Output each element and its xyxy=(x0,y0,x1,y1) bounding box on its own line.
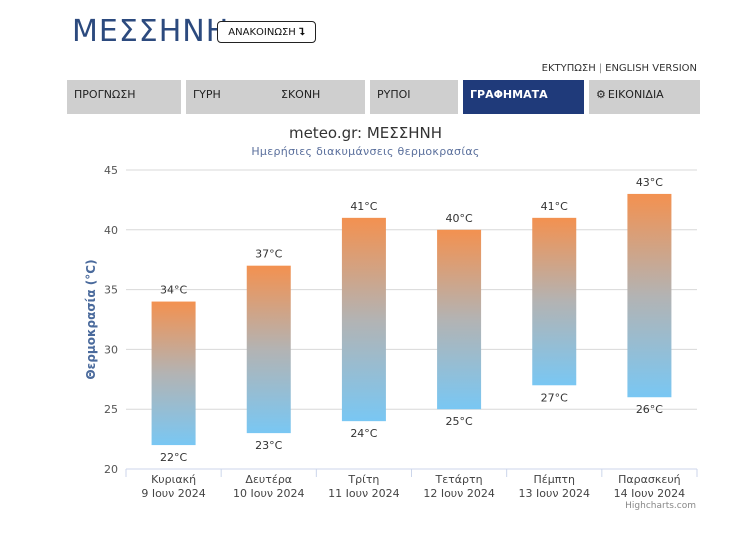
high-temp-label: 37°C xyxy=(255,248,282,261)
link-separator: | xyxy=(598,63,603,74)
tab-pollutants[interactable]: ΡΥΠΟΙ xyxy=(370,80,458,114)
gear-icon: ⚙ xyxy=(596,88,606,101)
y-tick-label: 20 xyxy=(104,463,118,476)
x-tick-label-date: 9 Ιουν 2024 xyxy=(141,487,205,500)
x-tick-label-day: Τρίτη xyxy=(347,473,379,486)
chart-subtitle: Ημερήσιες διακυμάνσεις θερμοκρασίας xyxy=(251,145,480,158)
x-tick-label-date: 14 Ιουν 2024 xyxy=(614,487,685,500)
y-tick-label: 40 xyxy=(104,224,118,237)
x-tick-label-date: 10 Ιουν 2024 xyxy=(233,487,304,500)
temperature-range-bar xyxy=(341,217,386,422)
y-axis-title: Θερμοκρασία (°C) xyxy=(84,259,98,379)
announcement-label: ΑΝΑΚΟΙΝΩΣΗ xyxy=(228,27,296,38)
y-tick-label: 35 xyxy=(104,284,118,297)
tab-dust[interactable]: ΣΚΟΝΗ xyxy=(274,80,365,114)
temperature-range-bar xyxy=(532,217,577,386)
low-temp-label: 24°C xyxy=(350,427,377,440)
x-tick-label-date: 12 Ιουν 2024 xyxy=(423,487,494,500)
low-temp-label: 23°C xyxy=(255,439,282,452)
x-tick-label-date: 13 Ιουν 2024 xyxy=(519,487,590,500)
high-temp-label: 34°C xyxy=(160,284,187,297)
chart-title: meteo.gr: ΜΕΣΣΗΝΗ xyxy=(288,124,443,142)
tab-label: ΓΡΑΦΗΜΑΤΑ xyxy=(470,88,548,101)
tab-pollen[interactable]: ΓΥΡΗ xyxy=(186,80,281,114)
print-link[interactable]: ΕΚΤΥΠΩΣΗ xyxy=(541,63,596,74)
y-tick-label: 25 xyxy=(104,403,118,416)
tab-forecast[interactable]: ΠΡΟΓΝΩΣΗ xyxy=(67,80,181,114)
tab-label: ΣΚΟΝΗ xyxy=(281,88,321,101)
high-temp-label: 40°C xyxy=(445,212,472,225)
temperature-range-bar xyxy=(151,301,196,446)
x-tick-label-day: Πέμπτη xyxy=(534,473,575,486)
high-temp-label: 41°C xyxy=(541,200,568,213)
tab-label: ΕΙΚΟΝΙΔΙΑ xyxy=(607,88,664,101)
english-version-link[interactable]: ENGLISH VERSION xyxy=(605,63,697,74)
x-tick-label-day: Τετάρτη xyxy=(435,473,483,486)
x-tick-label-day: Παρασκευή xyxy=(618,473,681,486)
announcement-button[interactable]: ΑΝΑΚΟΙΝΩΣΗ ⮧ xyxy=(217,21,316,43)
credits-link[interactable]: Highcharts.com xyxy=(625,501,696,511)
low-temp-label: 22°C xyxy=(160,451,187,464)
temperature-range-bar xyxy=(627,193,672,398)
tab-label: ΡΥΠΟΙ xyxy=(377,88,411,101)
arrow-down-icon: ⮧ xyxy=(298,27,305,38)
high-temp-label: 41°C xyxy=(350,200,377,213)
tab-widgets[interactable]: ⚙ ΕΙΚΟΝΙΔΙΑ xyxy=(589,80,700,114)
x-tick-label-day: Δευτέρα xyxy=(245,473,292,486)
temperature-range-bar xyxy=(437,229,482,410)
nav-tabs: ΠΡΟΓΝΩΣΗ ΓΥΡΗ ΣΚΟΝΗ ΡΥΠΟΙ ΓΡΑΦΗΜΑΤΑ ⚙ ΕΙΚ… xyxy=(67,80,700,114)
tab-charts[interactable]: ΓΡΑΦΗΜΑΤΑ xyxy=(463,80,584,114)
low-temp-label: 27°C xyxy=(541,391,568,404)
tab-label: ΠΡΟΓΝΩΣΗ xyxy=(74,88,136,101)
y-tick-label: 30 xyxy=(104,343,118,356)
tab-label: ΓΥΡΗ xyxy=(193,88,221,101)
y-tick-label: 45 xyxy=(104,164,118,177)
temperature-range-bar xyxy=(246,265,291,434)
top-links: ΕΚΤΥΠΩΣΗ | ENGLISH VERSION xyxy=(542,63,697,74)
page-title: ΜΕΣΣΗΝΗ xyxy=(72,14,230,49)
x-tick-label-date: 11 Ιουν 2024 xyxy=(328,487,399,500)
low-temp-label: 25°C xyxy=(445,415,472,428)
x-tick-label-day: Κυριακή xyxy=(151,473,196,486)
high-temp-label: 43°C xyxy=(636,176,663,189)
low-temp-label: 26°C xyxy=(636,403,663,416)
